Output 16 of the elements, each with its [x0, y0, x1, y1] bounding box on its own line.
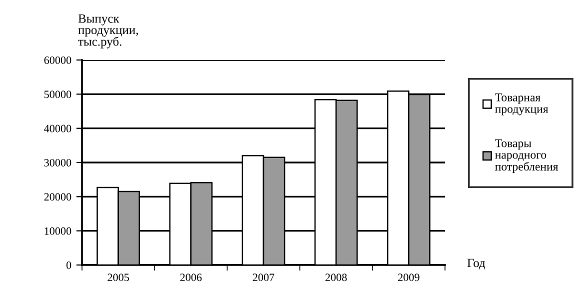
x-tick-label: 2005 — [108, 274, 129, 282]
y-tick-label: 40000 — [44, 124, 72, 132]
legend-label: Товары народного потребления — [495, 139, 558, 173]
y-tick-label: 50000 — [44, 90, 72, 98]
y-tick-label: 0 — [66, 261, 72, 269]
y-axis-title: Выпуск продукции, тыс.руб. — [78, 14, 138, 48]
y-tick-label: 10000 — [44, 227, 72, 235]
x-tick-label: 2008 — [325, 274, 347, 282]
y-tick-label: 30000 — [44, 158, 72, 166]
y-tick-label: 60000 — [44, 56, 72, 64]
y-tick-label: 20000 — [44, 193, 72, 201]
legend-label: Товарная продукция — [495, 94, 548, 116]
x-axis-title: Год — [467, 258, 486, 270]
x-tick-label: 2007 — [252, 274, 274, 282]
x-tick-label: 2009 — [398, 274, 420, 282]
x-tick-label: 2006 — [180, 274, 202, 282]
